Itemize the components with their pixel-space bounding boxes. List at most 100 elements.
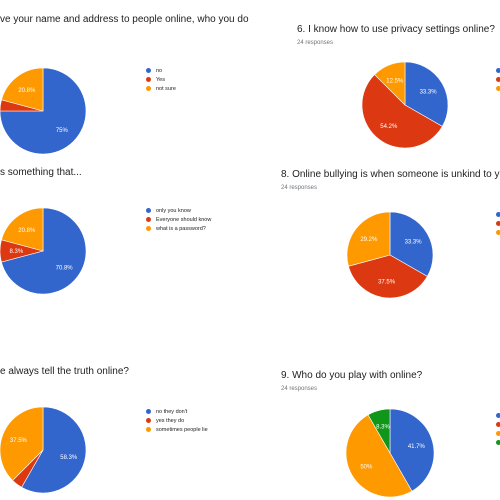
legend-swatch [496,221,500,226]
pie-slice [1,67,44,112]
legend-swatch [146,68,151,73]
legend-swatch [146,409,151,414]
legend-label: no they don't [156,408,188,415]
legend-item [496,411,500,420]
slice-label: 12.5% [386,78,404,84]
legend-label: no [156,67,163,74]
slice-label: 58.3% [60,455,78,461]
chart-panel-2: s something that... 70.8% 8.3% 20.8% only … [0,165,250,355]
pie-slice [1,207,44,252]
legend-item [496,429,500,438]
pie-chart: 70.8% 8.3% 20.8% [0,207,87,295]
pie-slice [0,67,87,155]
slice-label: 70.8% [56,265,74,271]
pie-slice [21,406,87,494]
legend-item: not sure [146,84,176,93]
legend [496,66,500,93]
question-title: 6. I know how to use privacy settings on… [297,24,495,35]
pie-chart: 41.7% 50% 8.3% [345,408,435,498]
legend-item [496,66,500,75]
legend-item [496,228,500,237]
pie-chart: 58.3% 37.5% [0,406,87,494]
chart-panel-5: 9. Who do you play with online? 24 respo… [250,355,500,500]
chart-panel-0: ve your name and address to people onlin… [0,0,250,165]
legend-item: sometimes people lie [146,425,208,434]
legend-swatch [146,226,151,231]
legend-swatch [496,77,500,82]
legend-item: Yes [146,75,176,84]
pie-slice [346,211,391,267]
legend-swatch [146,217,151,222]
legend-swatch [496,212,500,217]
slice-label: 75% [56,128,69,134]
legend-swatch [496,431,500,436]
response-count: 24 responses [281,185,318,191]
legend: no they don't yes they do sometimes people… [146,407,208,434]
legend-item: only you know [146,206,211,215]
legend-item: no [146,66,176,75]
response-count: 24 responses [297,40,334,46]
chart-panel-4: e always tell the truth online? 58.3% 37.… [0,355,250,500]
slice-label: 37.5% [378,279,396,285]
pie-slice [0,406,44,481]
slice-label: 33.3% [405,240,423,246]
legend: no Yes not sure [146,66,176,93]
slice-label: 37.5% [10,438,28,444]
legend-item: yes they do [146,416,208,425]
chart-panel-3: 8. Online bullying is when someone is un… [250,165,500,355]
pie-slice [389,211,434,277]
legend-swatch [496,68,500,73]
legend-item [496,219,500,228]
pie-chart: 75% 20.8% [0,67,87,155]
legend-swatch [146,427,151,432]
legend-label: Yes [156,76,165,83]
legend-label: sometimes people lie [156,426,208,433]
slice-label: 29.2% [360,237,378,243]
legend-swatch [146,418,151,423]
pie-slice [389,408,435,492]
legend-swatch [146,86,151,91]
question-title: 9. Who do you play with online? [281,370,423,381]
slice-label: 41.7% [408,444,426,450]
legend [496,210,500,237]
legend-label: not sure [156,85,176,92]
pie-chart: 33.3% 37.5% 29.2% [346,211,434,299]
chart-panel-1: 6. I know how to use privacy settings on… [250,0,500,165]
pie-chart: 33.3% 54.2% 12.5% [361,61,449,149]
legend-item [496,420,500,429]
legend-item: no they don't [146,407,208,416]
pie-slice [345,414,413,498]
pie-slice [361,74,443,149]
pie-slice [404,61,449,127]
legend-swatch [496,413,500,418]
legend-item [496,84,500,93]
legend-item: what is a password? [146,224,211,233]
legend-swatch [496,422,500,427]
response-count: 24 responses [281,386,318,392]
legend-item [496,210,500,219]
pie-slice [348,254,428,299]
legend-swatch [496,86,500,91]
question-title: 8. Online bullying is when someone is un… [281,169,500,180]
question-title: ve your name and address to people onlin… [0,14,249,25]
legend [496,411,500,447]
legend-swatch [146,208,151,213]
slice-label: 20.8% [18,228,36,234]
legend-label: Everyone should know [156,216,212,223]
legend-item [496,438,500,447]
pie-slice [367,408,391,455]
slice-label: 8.3% [376,425,390,431]
legend-item: Everyone should know [146,215,211,224]
pie-slice [374,61,406,106]
slice-label: 8.3% [9,249,23,255]
legend-swatch [146,77,151,82]
legend-label: yes they do [156,417,185,424]
slice-label: 50% [360,465,373,471]
question-title: e always tell the truth online? [0,366,129,377]
question-title: s something that... [0,167,82,178]
legend-item [496,75,500,84]
slice-label: 20.8% [18,88,36,94]
slice-label: 54.2% [380,124,398,130]
legend: only you know Everyone should know what is… [146,206,211,233]
legend-swatch [496,230,500,235]
